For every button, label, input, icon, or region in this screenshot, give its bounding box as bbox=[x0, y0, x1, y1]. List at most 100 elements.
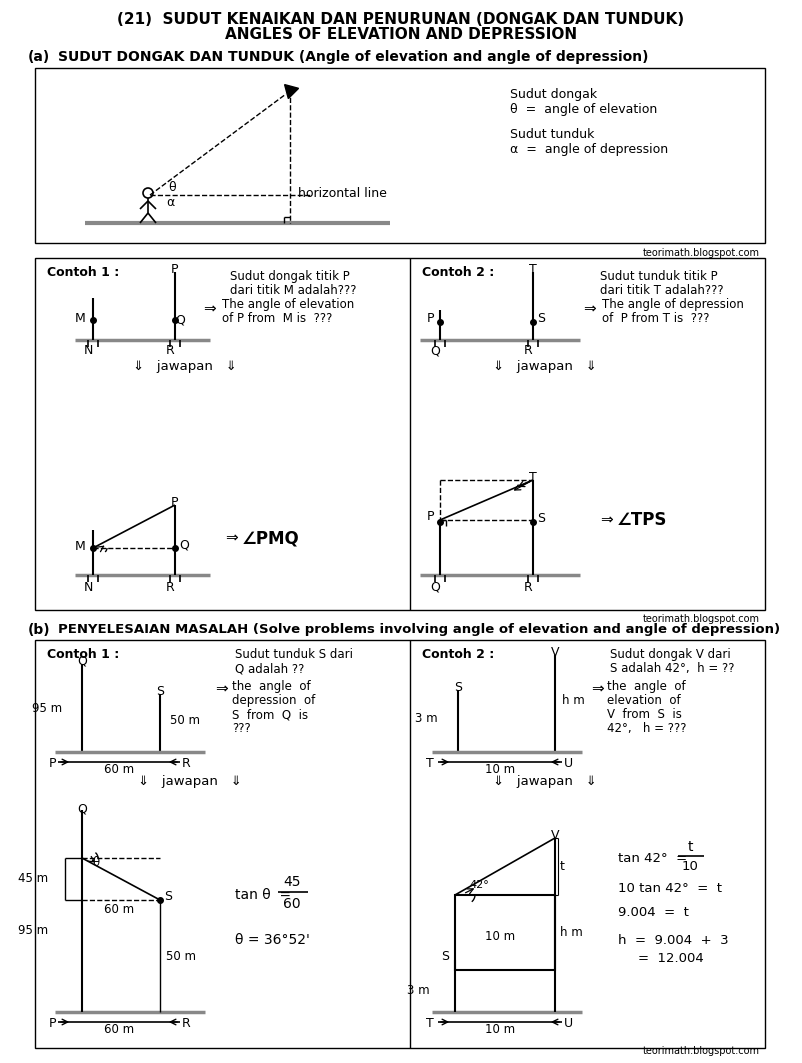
Text: 10 m: 10 m bbox=[485, 930, 515, 944]
Text: Q: Q bbox=[77, 655, 87, 668]
Text: θ: θ bbox=[168, 181, 176, 195]
Text: 60 m: 60 m bbox=[104, 902, 134, 916]
Text: 95 m: 95 m bbox=[18, 925, 48, 938]
Text: 9.004  =  t: 9.004 = t bbox=[618, 906, 689, 918]
Text: S adalah 42°,  h = ??: S adalah 42°, h = ?? bbox=[610, 662, 735, 675]
Text: ⇒: ⇒ bbox=[204, 302, 217, 317]
Text: 3 m: 3 m bbox=[407, 984, 430, 997]
Text: Contoh 2 :: Contoh 2 : bbox=[422, 648, 494, 661]
Text: 50 m: 50 m bbox=[170, 713, 200, 726]
Text: h  =  9.004  +  3: h = 9.004 + 3 bbox=[618, 933, 729, 946]
Text: ⇒: ⇒ bbox=[225, 530, 237, 545]
Text: SUDUT DONGAK DAN TUNDUK (Angle of elevation and angle of depression): SUDUT DONGAK DAN TUNDUK (Angle of elevat… bbox=[58, 50, 649, 64]
Text: S: S bbox=[537, 313, 545, 325]
Text: S: S bbox=[441, 950, 449, 963]
Text: t: t bbox=[560, 860, 565, 873]
Text: α: α bbox=[166, 196, 174, 209]
Text: Sudut dongak titik P: Sudut dongak titik P bbox=[230, 270, 350, 283]
Text: T: T bbox=[426, 757, 434, 770]
Text: R: R bbox=[166, 581, 174, 594]
Text: Sudut dongak: Sudut dongak bbox=[510, 88, 597, 101]
Text: Q: Q bbox=[179, 539, 189, 552]
Text: the  angle  of: the angle of bbox=[607, 680, 686, 693]
Text: ∠PMQ: ∠PMQ bbox=[242, 529, 300, 547]
Text: U: U bbox=[564, 757, 573, 770]
Text: The angle of depression: The angle of depression bbox=[602, 298, 744, 311]
Text: θ  =  angle of elevation: θ = angle of elevation bbox=[510, 103, 658, 116]
Text: R: R bbox=[166, 344, 174, 357]
Text: ⇒: ⇒ bbox=[590, 682, 603, 697]
Text: 10 tan 42°  =  t: 10 tan 42° = t bbox=[618, 881, 722, 894]
Text: 50 m: 50 m bbox=[166, 949, 196, 962]
Text: R: R bbox=[181, 1017, 190, 1030]
Text: dari titik T adalah???: dari titik T adalah??? bbox=[600, 284, 723, 297]
Text: 95 m: 95 m bbox=[32, 702, 62, 714]
Text: Q: Q bbox=[430, 344, 440, 357]
Text: α  =  angle of depression: α = angle of depression bbox=[510, 144, 668, 156]
Text: Q: Q bbox=[77, 802, 87, 815]
Text: horizontal line: horizontal line bbox=[298, 187, 387, 200]
Bar bbox=[455, 895, 555, 971]
Text: R: R bbox=[181, 757, 190, 770]
Text: T: T bbox=[529, 263, 537, 276]
Text: Q: Q bbox=[430, 581, 440, 594]
Text: 60 m: 60 m bbox=[104, 763, 134, 776]
Text: Sudut tunduk: Sudut tunduk bbox=[510, 128, 594, 141]
Text: ⇓   jawapan   ⇓: ⇓ jawapan ⇓ bbox=[138, 775, 242, 788]
Text: T: T bbox=[426, 1017, 434, 1030]
Text: 60 m: 60 m bbox=[104, 1023, 134, 1036]
Text: t: t bbox=[687, 840, 693, 854]
Text: S: S bbox=[164, 891, 172, 904]
Text: tan 42°  =: tan 42° = bbox=[618, 851, 687, 864]
Text: 3 m: 3 m bbox=[415, 711, 438, 725]
Text: =  12.004: = 12.004 bbox=[638, 951, 703, 964]
Text: (21)  SUDUT KENAIKAN DAN PENURUNAN (DONGAK DAN TUNDUK): (21) SUDUT KENAIKAN DAN PENURUNAN (DONGA… bbox=[117, 12, 685, 27]
Text: ⇒: ⇒ bbox=[584, 302, 597, 317]
Text: N: N bbox=[83, 581, 93, 594]
Text: Sudut tunduk titik P: Sudut tunduk titik P bbox=[600, 270, 718, 283]
Text: (a): (a) bbox=[28, 50, 51, 64]
Bar bbox=[35, 258, 765, 610]
Text: The angle of elevation: The angle of elevation bbox=[222, 298, 354, 311]
Text: ⇒: ⇒ bbox=[600, 512, 613, 527]
Text: tan θ  =: tan θ = bbox=[235, 888, 291, 902]
Text: ANGLES OF ELEVATION AND DEPRESSION: ANGLES OF ELEVATION AND DEPRESSION bbox=[225, 27, 577, 43]
Text: S  from  Q  is: S from Q is bbox=[232, 708, 308, 721]
Text: U: U bbox=[564, 1017, 573, 1030]
Text: h m: h m bbox=[562, 693, 585, 707]
Text: Q adalah ??: Q adalah ?? bbox=[235, 662, 305, 675]
Text: M: M bbox=[75, 540, 85, 553]
Text: h m: h m bbox=[560, 926, 583, 939]
Text: 10 m: 10 m bbox=[485, 1023, 515, 1036]
Text: V: V bbox=[551, 646, 559, 659]
Text: P: P bbox=[172, 263, 179, 276]
Text: Q: Q bbox=[175, 314, 185, 326]
Text: 10: 10 bbox=[682, 861, 699, 874]
Text: θ: θ bbox=[92, 856, 99, 868]
Text: N: N bbox=[83, 344, 93, 357]
Text: (b): (b) bbox=[28, 623, 51, 637]
Text: M: M bbox=[75, 311, 85, 324]
Text: ⇓   jawapan   ⇓: ⇓ jawapan ⇓ bbox=[493, 775, 597, 788]
Text: 45 m: 45 m bbox=[18, 873, 48, 885]
Text: Contoh 2 :: Contoh 2 : bbox=[422, 266, 494, 279]
Text: 42°,   h = ???: 42°, h = ??? bbox=[607, 722, 687, 735]
Text: P: P bbox=[48, 757, 56, 770]
Text: T: T bbox=[529, 471, 537, 484]
Bar bbox=[35, 640, 765, 1048]
Text: S: S bbox=[537, 512, 545, 525]
Text: S: S bbox=[454, 681, 462, 694]
Text: Contoh 1 :: Contoh 1 : bbox=[47, 266, 119, 279]
Text: 42°: 42° bbox=[469, 880, 488, 890]
Text: 60: 60 bbox=[283, 897, 301, 911]
Text: S: S bbox=[156, 685, 164, 698]
Text: of  P from T is  ???: of P from T is ??? bbox=[602, 313, 710, 325]
Text: ⇓   jawapan   ⇓: ⇓ jawapan ⇓ bbox=[133, 360, 237, 373]
Text: dari titik M adalah???: dari titik M adalah??? bbox=[230, 284, 357, 297]
Text: ∠TPS: ∠TPS bbox=[617, 511, 667, 529]
Text: 10 m: 10 m bbox=[485, 763, 515, 776]
Text: R: R bbox=[524, 344, 533, 357]
Text: ???: ??? bbox=[232, 722, 251, 735]
Text: of P from  M is  ???: of P from M is ??? bbox=[222, 313, 332, 325]
Bar bbox=[35, 68, 765, 243]
